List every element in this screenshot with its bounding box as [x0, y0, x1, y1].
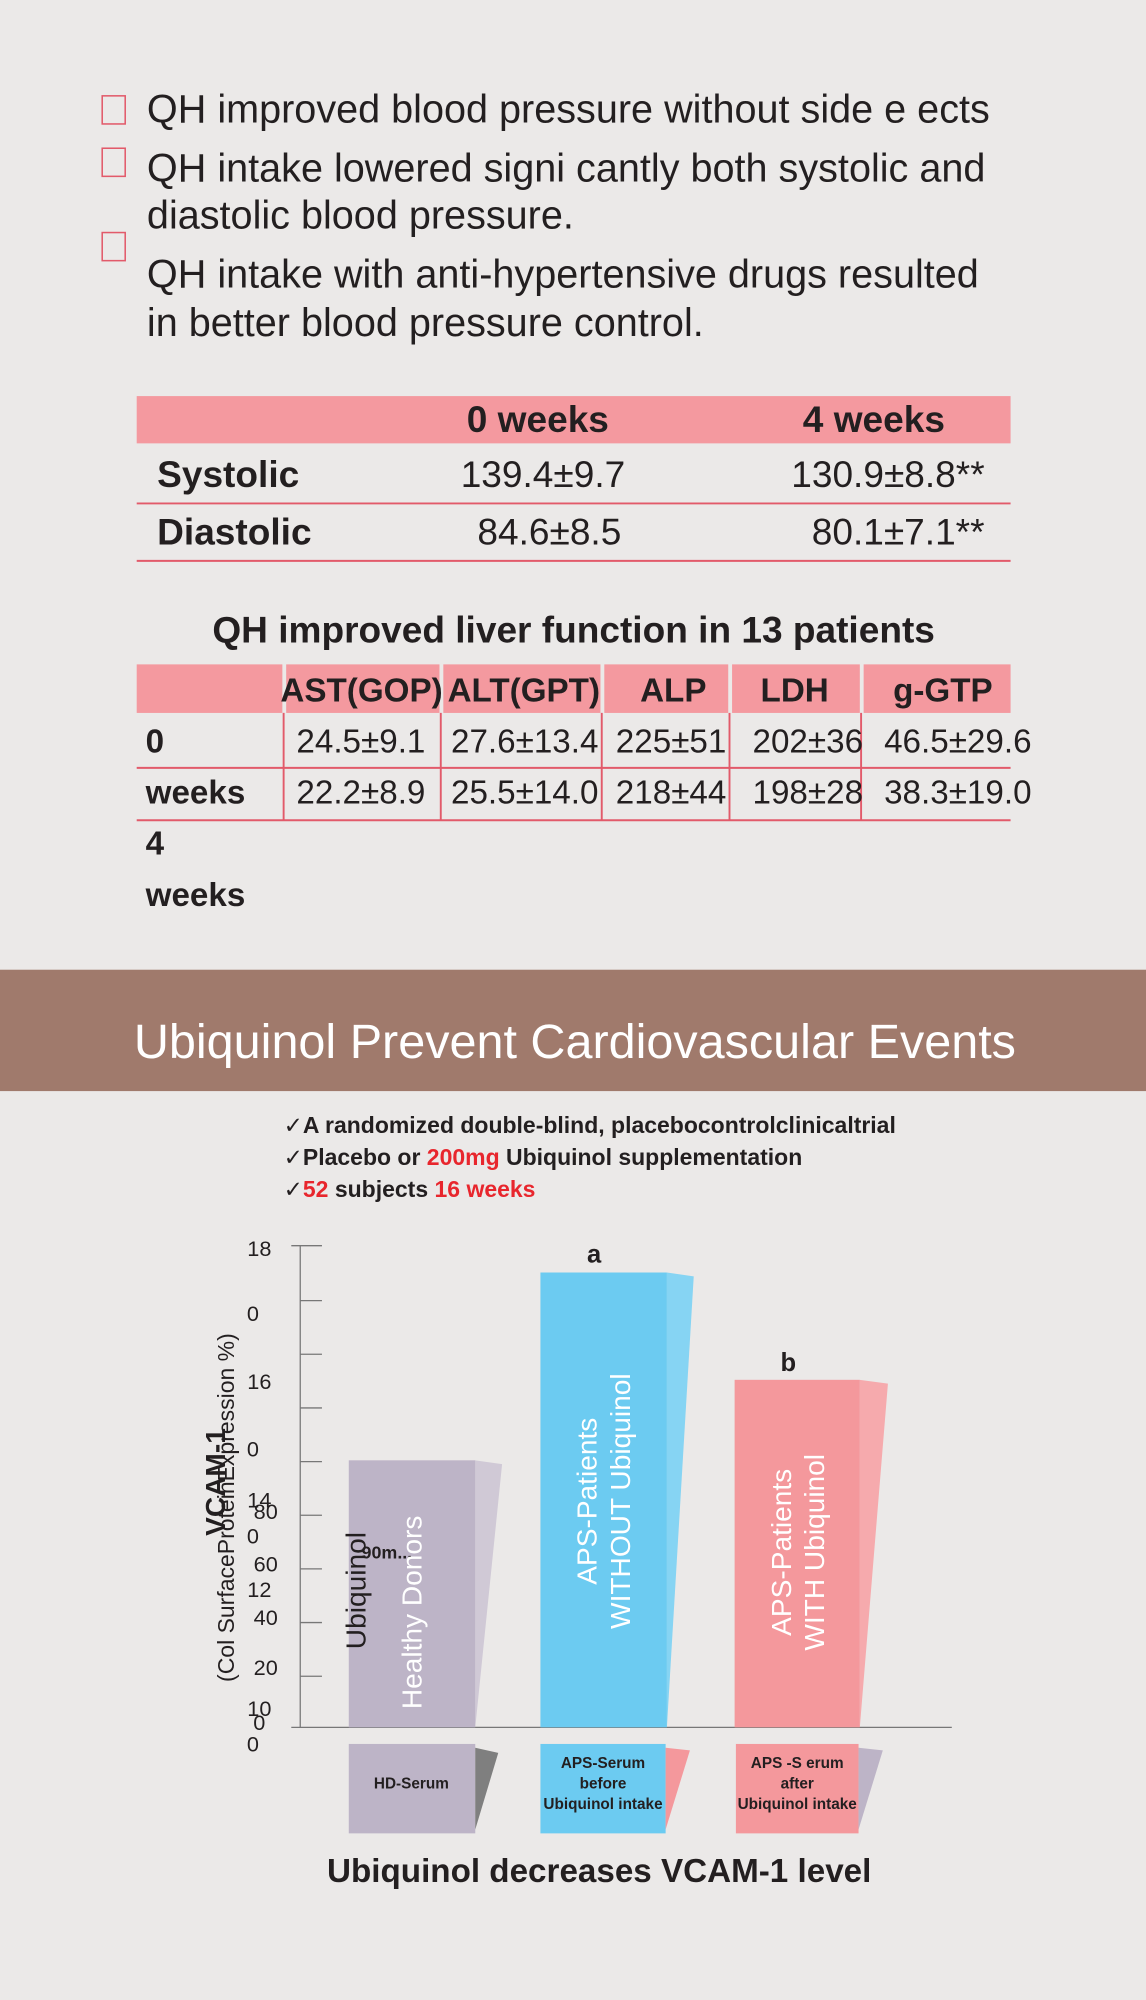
check-text: ✓A randomized double-blind, placebocontr…	[284, 1112, 896, 1138]
cell: 130.9±8.8**	[791, 453, 984, 495]
table-title: QH improved liver function in 13 patient…	[212, 609, 935, 651]
box-label: APS -S erum	[751, 1755, 844, 1772]
box-label: after	[781, 1776, 814, 1793]
banner	[0, 969, 1146, 1092]
row-label: weeks	[145, 877, 246, 914]
check-item: ✓Placebo or 200mg Ubiquinol supplementat…	[284, 1144, 803, 1170]
bullet-text: diastolic blood pressure.	[147, 194, 574, 238]
cell: 139.4±9.7	[461, 453, 626, 495]
bullet-text: QH intake with anti-hypertensive drugs r…	[147, 252, 979, 296]
col-header: LDH	[761, 672, 829, 709]
axis-label: 20	[254, 1655, 278, 1680]
axis-label: 60	[254, 1551, 278, 1576]
box-label: Ubiquinol intake	[543, 1796, 662, 1813]
cell: 80.1±7.1**	[812, 510, 985, 552]
axis-label: 18	[247, 1236, 271, 1261]
cell: 202±36	[753, 724, 864, 761]
axis-label: 0	[253, 1710, 265, 1735]
axis-label: 40	[254, 1605, 278, 1630]
check-item: ✓52 subjects 16 weeks	[284, 1176, 536, 1202]
box-label: Ubiquinol intake	[738, 1796, 857, 1813]
bullet-text: in better blood pressure control.	[147, 301, 704, 345]
row-label: weeks	[145, 775, 246, 812]
box-label: HD-Serum	[374, 1776, 449, 1793]
cell: 27.6±13.4	[451, 724, 598, 761]
col-header: g-GTP	[893, 672, 993, 709]
check-text: 200mg	[427, 1144, 500, 1170]
row-label: 0	[146, 724, 164, 761]
cell: 46.5±29.6	[884, 724, 1031, 761]
bar-label: WITH Ubiquinol	[799, 1454, 830, 1651]
axis-label: 10	[247, 1696, 271, 1721]
check-text: Ubiquinol supplementation	[500, 1144, 803, 1170]
cell: 84.6±8.5	[477, 510, 621, 552]
axis-label: 16	[247, 1369, 271, 1394]
row-label: Diastolic	[157, 510, 311, 552]
liver-header	[136, 664, 1011, 713]
box-label: APS-Serum	[561, 1755, 645, 1772]
row-label: Systolic	[157, 453, 299, 495]
bar-label: WITHOUT Ubiquinol	[605, 1373, 636, 1629]
cell: 24.5±9.1	[296, 724, 425, 761]
y-subtitle: (Col SurfaceProteinExpression %)	[213, 1333, 239, 1682]
bar-label: Healthy Donors	[397, 1516, 428, 1710]
bar-letter: b	[780, 1349, 796, 1377]
check-item: ✓A randomized double-blind, placebocontr…	[284, 1112, 896, 1138]
y-title: VCAM-1	[200, 1428, 231, 1536]
check-text: subjects	[328, 1176, 434, 1202]
col-header: ALT(GPT)	[448, 672, 600, 709]
axis-label: 80	[254, 1499, 278, 1524]
serum-boxes	[348, 1743, 883, 1834]
bullet-text: QH intake lowered signi cantly both syst…	[147, 146, 986, 190]
cell: 38.3±19.0	[884, 775, 1031, 812]
cell: 198±28	[753, 775, 864, 812]
bar-label: APS-Patients	[572, 1418, 603, 1585]
check-text: 52	[303, 1176, 329, 1202]
box-label: before	[580, 1776, 627, 1793]
caption: Ubiquinol decreases VCAM-1 level	[327, 1853, 871, 1890]
axis-label: 0	[247, 1436, 259, 1461]
col-header: AST(GOP)	[280, 672, 442, 709]
check-text: 16 weeks	[435, 1176, 536, 1202]
check-text: ✓Placebo or	[284, 1144, 427, 1170]
axis-label: 0	[247, 1523, 259, 1548]
col-header: 0 weeks	[467, 398, 609, 440]
row-label: 4	[146, 826, 165, 863]
axis-label: 12	[247, 1577, 271, 1602]
cell: 25.5±14.0	[451, 775, 598, 812]
cell: 225±51	[616, 724, 727, 761]
overlay-label: 90m...	[362, 1543, 413, 1563]
cell: 22.2±8.9	[296, 775, 425, 812]
bullet-text: QH improved blood pressure without side …	[147, 88, 990, 132]
overlay-label: Ubiquinol	[340, 1532, 371, 1649]
bar-label: APS-Patients	[766, 1469, 797, 1636]
axis-label: 14	[247, 1488, 271, 1513]
cell: 218±44	[616, 775, 727, 812]
check-text: ✓	[284, 1176, 303, 1202]
table-header-bg	[136, 396, 1011, 444]
axis-label: 0	[247, 1301, 259, 1326]
col-header: 4 weeks	[803, 398, 945, 440]
liver-grid	[136, 712, 1011, 822]
bullet-boxes	[101, 95, 126, 262]
bars	[348, 1272, 888, 1728]
banner-title: Ubiquinol Prevent Cardiovascular Events	[134, 1015, 1016, 1069]
bar-letter: a	[587, 1240, 602, 1268]
axis-label: 0	[247, 1732, 259, 1757]
col-header: ALP	[640, 672, 706, 709]
